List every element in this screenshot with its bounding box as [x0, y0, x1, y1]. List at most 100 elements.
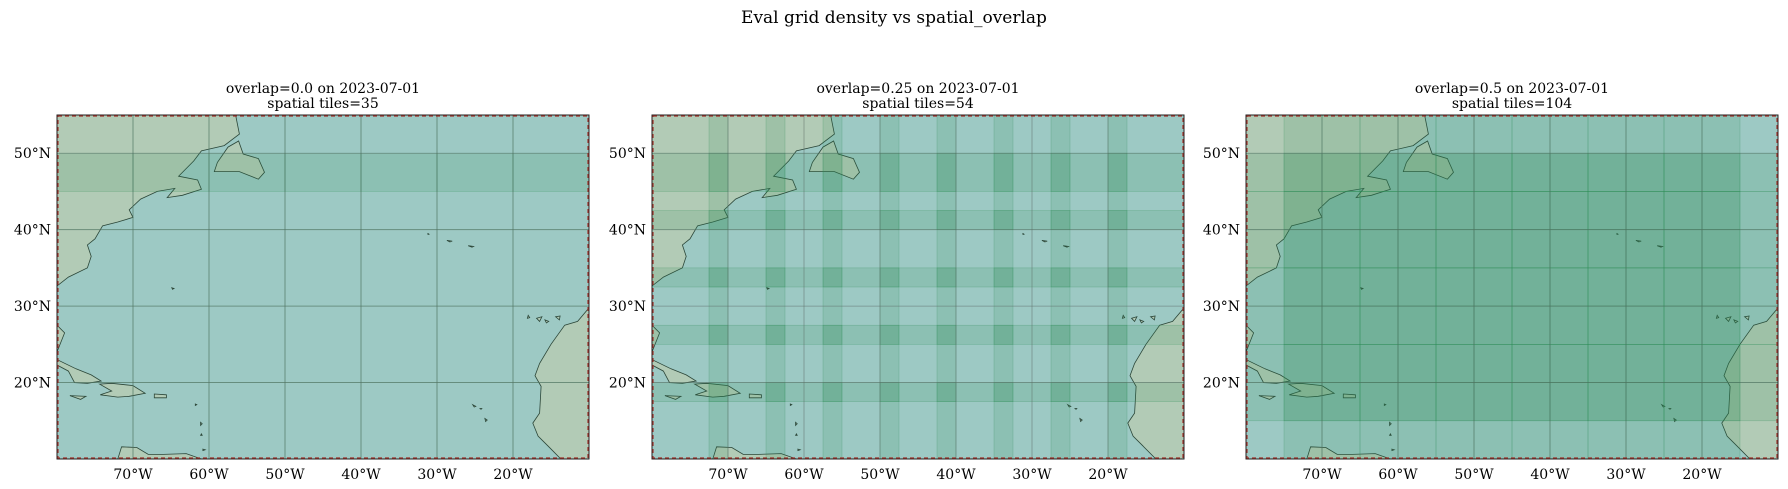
- eval-tile: [284, 382, 362, 459]
- land-polygon: [1360, 287, 1365, 290]
- x-tick-label: 50°W: [860, 467, 900, 483]
- map-area: [57, 115, 589, 459]
- land-polygon: [652, 446, 797, 459]
- eval-tile: [284, 152, 362, 230]
- land-polygon: [57, 446, 202, 459]
- map-area: [652, 115, 1184, 459]
- land-polygon: [652, 359, 698, 384]
- eval-tile: [1246, 382, 1323, 459]
- land-polygon: [1066, 403, 1072, 408]
- eval-tile: [360, 382, 438, 459]
- eval-tile: [436, 382, 514, 459]
- land-polygon: [766, 287, 771, 290]
- panel-subtitle: spatial tiles=104: [1452, 96, 1572, 112]
- land-polygon: [1149, 315, 1156, 321]
- land-polygon: [446, 240, 453, 243]
- eval-tile: [208, 305, 286, 383]
- x-tick-label: 40°W: [1530, 467, 1570, 483]
- eval-tile: [936, 152, 1014, 230]
- eval-tile: [1397, 382, 1475, 459]
- land-polygon: [1287, 382, 1336, 398]
- land-polygon: [554, 315, 561, 321]
- land-polygon: [1388, 432, 1392, 436]
- eval-tile: [708, 210, 786, 288]
- axes-frame: [1245, 114, 1779, 460]
- land-polygon: [535, 316, 543, 323]
- eval-tile: [1701, 382, 1778, 459]
- eval-tile: [208, 229, 286, 307]
- y-tick-label: 40°N: [1203, 223, 1240, 239]
- eval-tile: [360, 305, 438, 383]
- eval-tile: [1625, 229, 1703, 307]
- eval-tile: [1050, 152, 1128, 230]
- land-polygon: [1246, 115, 1429, 353]
- land-polygon: [200, 421, 203, 427]
- land-polygon: [98, 382, 147, 398]
- land-polygon: [171, 287, 176, 290]
- panel-subtitle: spatial tiles=35: [267, 96, 378, 112]
- y-tick-label: 30°N: [1203, 299, 1240, 315]
- eval-tile: [132, 229, 210, 307]
- land-polygon: [1733, 319, 1739, 324]
- land-polygon: [1246, 446, 1391, 459]
- x-tick-label: 20°W: [1682, 467, 1722, 483]
- eval-tile: [1625, 305, 1703, 383]
- x-tick-label: 30°W: [417, 467, 457, 483]
- x-tick-label: 20°W: [1088, 467, 1128, 483]
- eval-tile: [1107, 210, 1184, 288]
- eval-tile: [132, 305, 210, 383]
- land-polygon: [1402, 140, 1454, 180]
- y-tick-label: 30°N: [14, 299, 51, 315]
- land-polygon: [1777, 115, 1778, 261]
- x-tick-label: 60°W: [1378, 467, 1418, 483]
- land-polygon: [1258, 395, 1277, 400]
- x-tick-label: 70°W: [708, 467, 748, 483]
- land-polygon: [794, 432, 798, 436]
- land-polygon: [1724, 316, 1732, 323]
- land-polygon: [1391, 448, 1396, 452]
- eval-tile: [822, 210, 900, 288]
- x-tick-label: 70°W: [1302, 467, 1342, 483]
- land-polygon: [1246, 359, 1292, 384]
- eval-tile: [1107, 324, 1184, 402]
- land-polygon: [1121, 314, 1126, 319]
- eval-tile: [1321, 229, 1399, 307]
- panel-title: overlap=0.25 on 2023-07-01: [816, 81, 1019, 97]
- eval-tile: [879, 152, 957, 230]
- land-polygon: [748, 393, 762, 399]
- axes-frame: [651, 114, 1185, 460]
- eval-tile: [936, 324, 1014, 402]
- eval-tile: [1246, 152, 1323, 230]
- eval-tile: [436, 229, 514, 307]
- land-polygon: [1657, 245, 1664, 248]
- x-tick-label: 30°W: [1606, 467, 1646, 483]
- land-polygon: [588, 115, 589, 261]
- land-polygon: [795, 421, 798, 427]
- land-polygon: [484, 417, 488, 423]
- land-polygon: [1383, 403, 1387, 407]
- eval-tile: [1321, 305, 1399, 383]
- eval-tile: [936, 210, 1014, 288]
- land-polygon: [1022, 232, 1025, 235]
- map-area: [1246, 115, 1778, 459]
- eval-tile: [360, 229, 438, 307]
- land-polygon: [1079, 417, 1083, 423]
- eval-tile: [512, 305, 589, 383]
- land-polygon: [468, 245, 475, 248]
- x-tick-label: 50°W: [265, 467, 305, 483]
- y-tick-label: 20°N: [14, 376, 51, 392]
- panel-title: overlap=0.5 on 2023-07-01: [1415, 81, 1609, 97]
- land-polygon: [1074, 408, 1078, 410]
- land-polygon: [1668, 408, 1672, 410]
- eval-tile: [708, 382, 786, 459]
- land-polygon: [1389, 421, 1392, 427]
- land-polygon: [808, 140, 860, 180]
- land-polygon: [1673, 417, 1677, 423]
- y-tick-label: 50°N: [1203, 146, 1240, 162]
- land-polygon: [194, 403, 198, 407]
- figure-title: Eval grid density vs spatial_overlap: [741, 8, 1047, 28]
- land-polygon: [153, 393, 167, 399]
- land-polygon: [1743, 315, 1750, 321]
- eval-tile: [879, 382, 957, 459]
